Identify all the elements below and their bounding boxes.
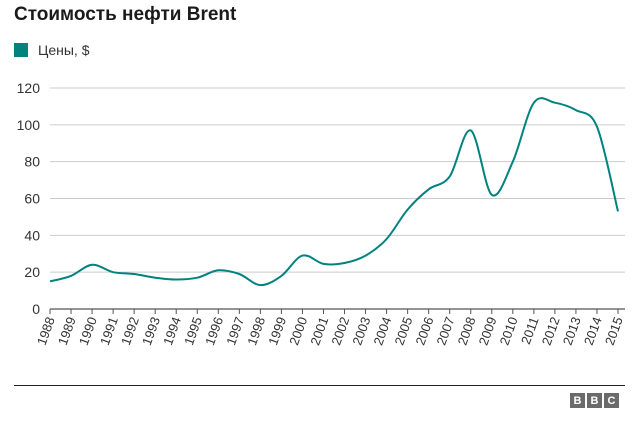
x-tick-label: 2010 [497,315,521,347]
series-line [49,97,619,287]
bbc-logo-letter: B [587,393,602,408]
gridlines [50,87,625,310]
chart-title: Стоимость нефти Brent [14,4,237,25]
y-tick-label: 0 [32,301,40,317]
y-tick-label: 100 [17,117,41,133]
y-axis-ticks: 0 20 40 60 80 100 120 [17,80,41,317]
bbc-logo-letter: C [604,393,619,408]
bbc-logo: B B C [570,393,621,408]
bottom-rule [14,385,625,386]
y-tick-label: 120 [17,80,41,96]
x-tick-label: 2015 [602,315,626,347]
y-tick-label: 80 [24,154,40,170]
y-tick-label: 20 [24,264,40,280]
series-layer [49,97,619,287]
legend-label: Цены, $ [38,42,90,58]
x-axis-ticks: 1988198919901991199219931994199519961997… [34,309,626,347]
legend-swatch [14,43,28,57]
legend: Цены, $ [14,42,90,58]
y-tick-label: 40 [24,227,40,243]
bbc-logo-letter: B [570,393,585,408]
y-tick-label: 60 [24,191,40,207]
